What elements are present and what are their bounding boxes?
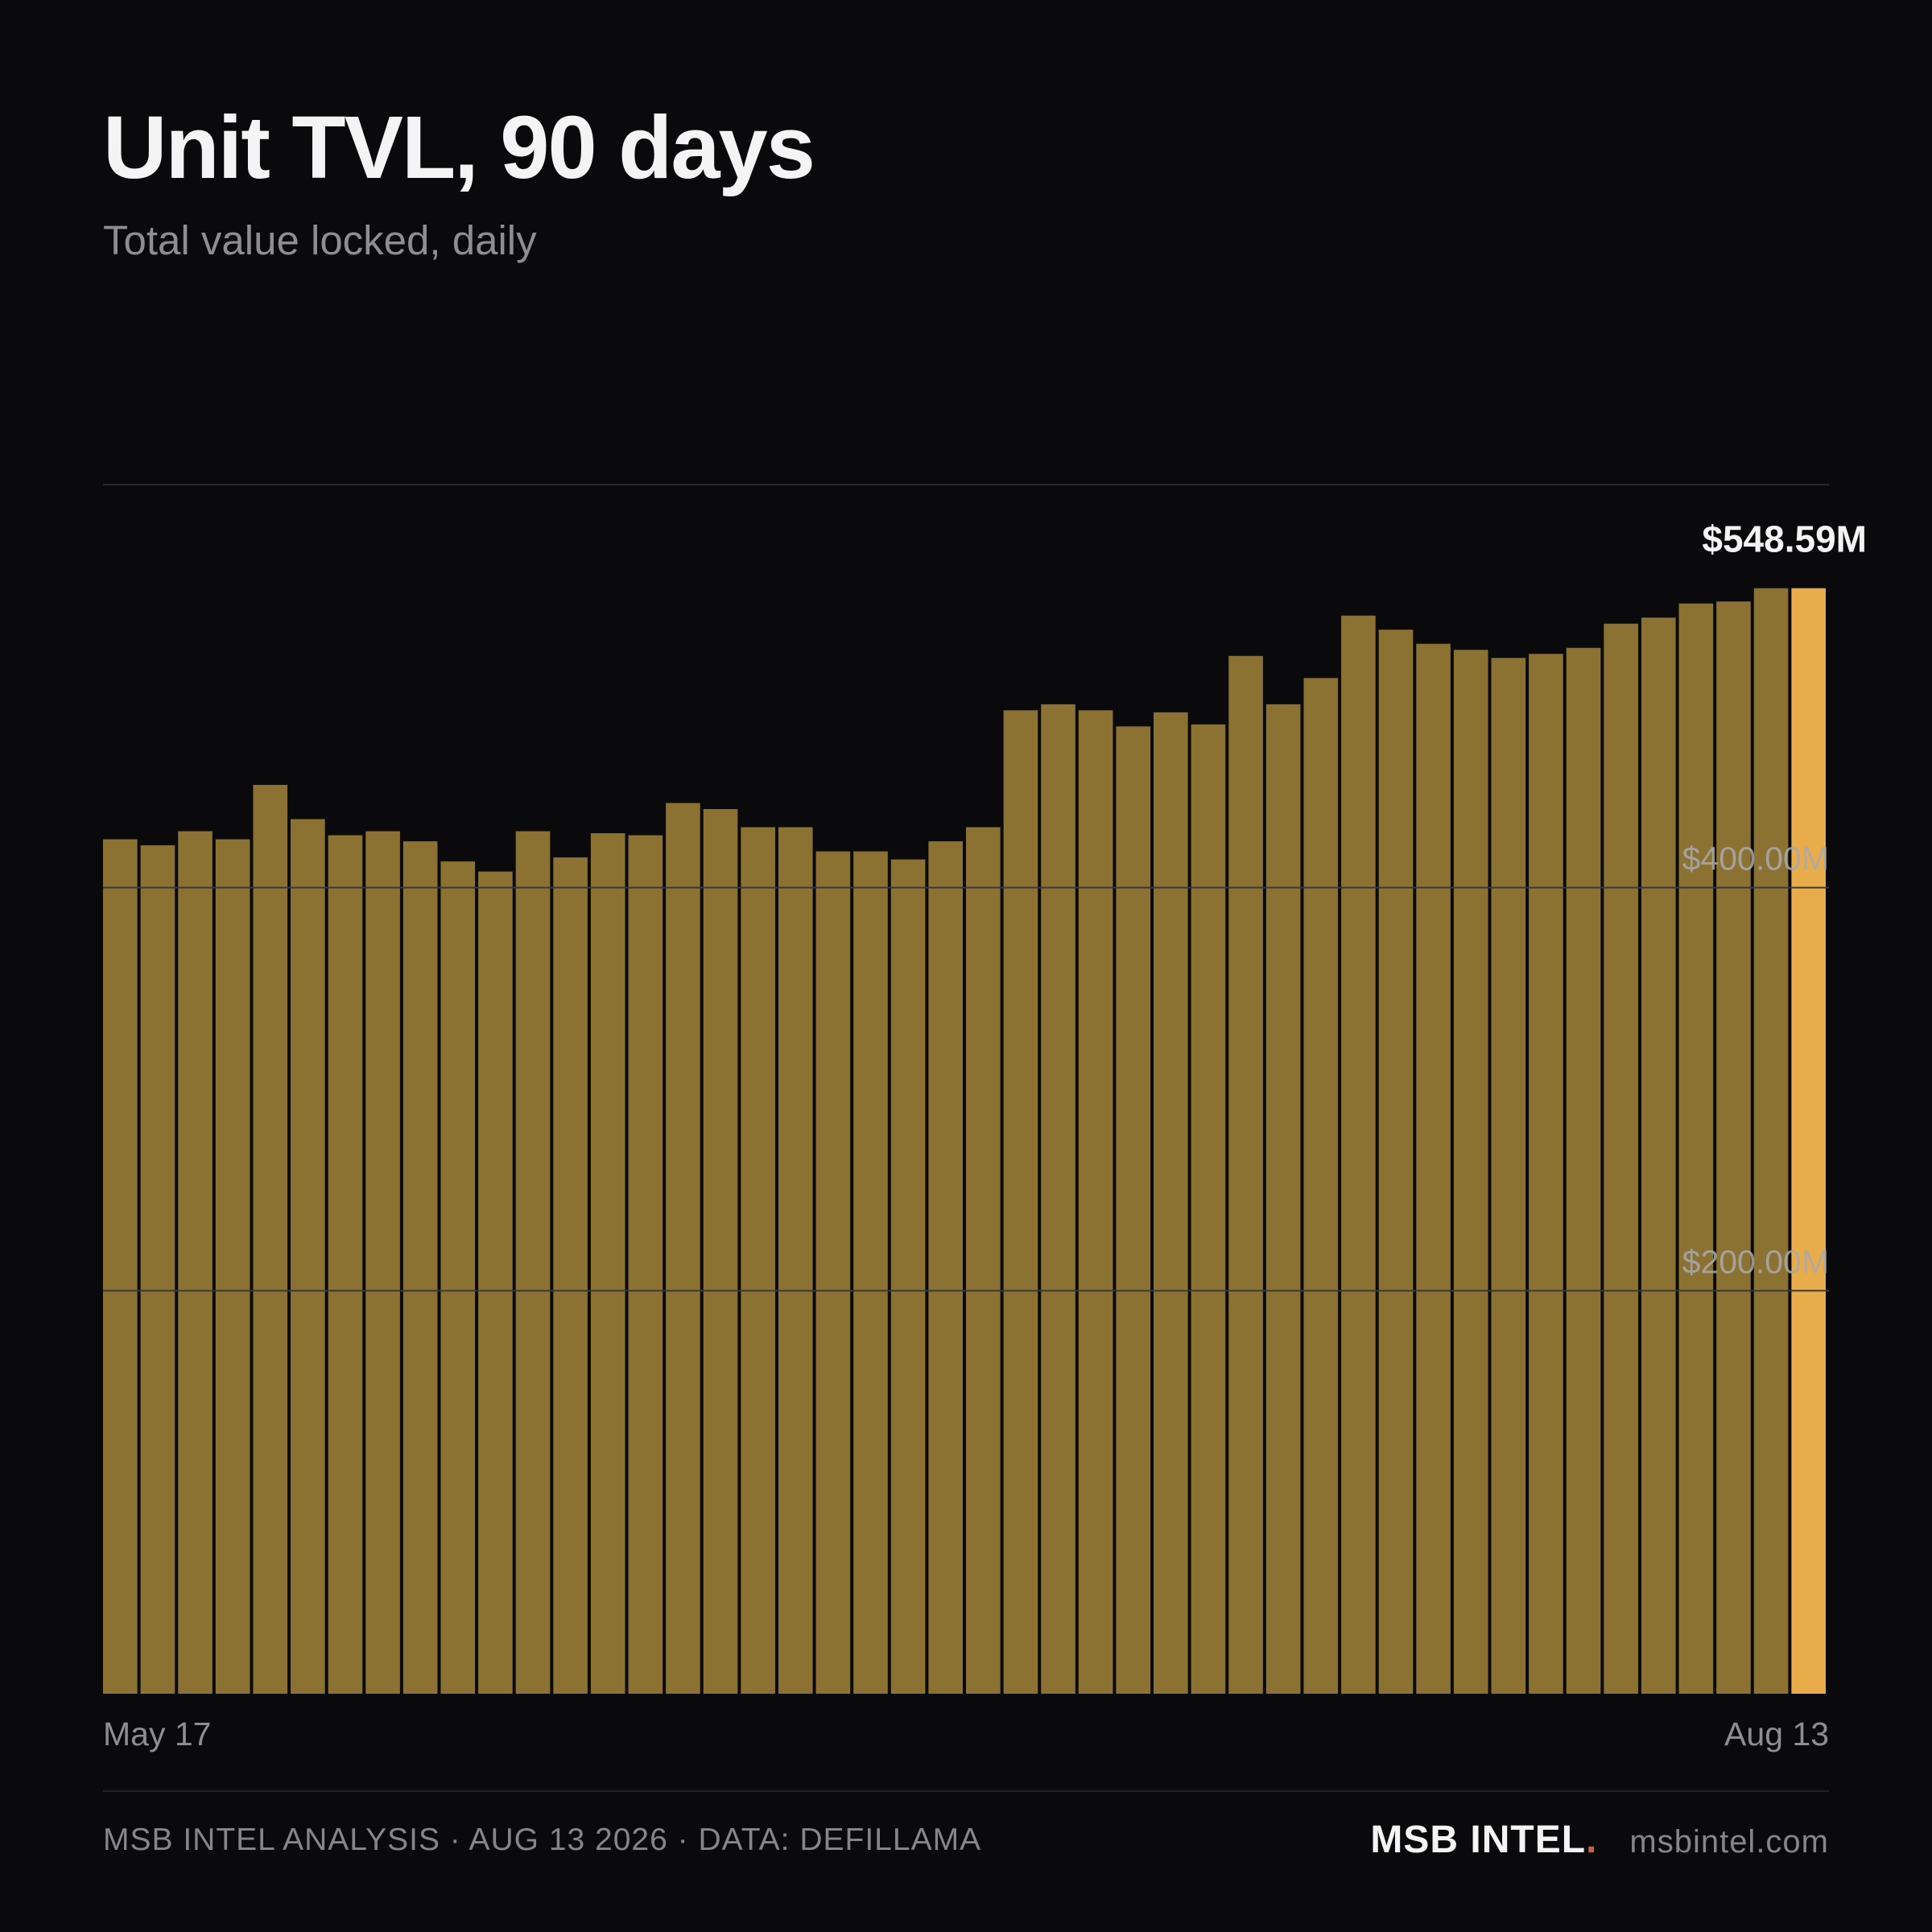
bar [703, 809, 738, 1694]
bar [1529, 654, 1563, 1694]
bar [928, 841, 963, 1694]
footer-source: MSB INTEL ANALYSIS · AUG 13 2026 · DATA:… [103, 1823, 982, 1857]
bar [1604, 623, 1638, 1694]
bar [1341, 615, 1376, 1694]
bar [890, 859, 926, 1694]
bar [1678, 603, 1714, 1695]
bar [1228, 655, 1263, 1694]
bar [515, 831, 551, 1694]
bar [328, 835, 363, 1694]
bar [1154, 712, 1188, 1694]
bar [1753, 588, 1789, 1695]
bar [103, 839, 138, 1694]
bar [1041, 704, 1075, 1694]
bar [1453, 650, 1488, 1694]
y-tick-label: $400.00M [1682, 840, 1829, 877]
bar [1003, 710, 1038, 1694]
bar [365, 831, 400, 1694]
bar [140, 845, 175, 1694]
bar [478, 871, 513, 1694]
bar [1078, 710, 1113, 1694]
bar [1116, 726, 1151, 1694]
bar [1641, 617, 1676, 1694]
bar [1378, 630, 1414, 1694]
y-tick-label: $200.00M [1682, 1243, 1829, 1280]
bar [1191, 724, 1226, 1694]
bar [215, 839, 250, 1694]
brand-name: MSB INTEL [1370, 1818, 1587, 1861]
highlight-value-label: $548.59M [1702, 518, 1867, 560]
bar [590, 833, 625, 1694]
bar [741, 827, 775, 1694]
bar [291, 819, 325, 1694]
bar [1303, 678, 1339, 1694]
bar [1265, 704, 1301, 1694]
bar [1716, 601, 1751, 1695]
bar [778, 827, 813, 1694]
brand-url: msbintel.com [1629, 1824, 1829, 1860]
brand: MSB INTEL. msbintel.com [1370, 1818, 1829, 1862]
x-tick-label-end: Aug 13 [1724, 1715, 1829, 1752]
bar [1566, 647, 1601, 1694]
bar-chart: $200.00M $400.00M $548.59M May 17 Aug 13 [103, 484, 1867, 1752]
bar [628, 835, 663, 1694]
bar [815, 851, 851, 1694]
bar [1491, 658, 1526, 1694]
bar [440, 861, 476, 1694]
bar [402, 841, 438, 1694]
bar [1416, 643, 1451, 1694]
bar [966, 827, 1001, 1694]
bar [666, 803, 700, 1694]
bar-highlight [1791, 588, 1826, 1695]
bar [253, 785, 288, 1694]
bar [178, 831, 213, 1694]
x-tick-label-start: May 17 [103, 1715, 211, 1752]
chart-subtitle: Total value locked, daily [103, 217, 537, 263]
footer-divider [103, 1790, 1829, 1792]
bar [853, 851, 888, 1694]
chart-title: Unit TVL, 90 days [103, 98, 815, 197]
brand-logo: MSB INTEL. [1370, 1818, 1597, 1862]
brand-dot: . [1586, 1818, 1598, 1861]
bar [553, 857, 588, 1694]
